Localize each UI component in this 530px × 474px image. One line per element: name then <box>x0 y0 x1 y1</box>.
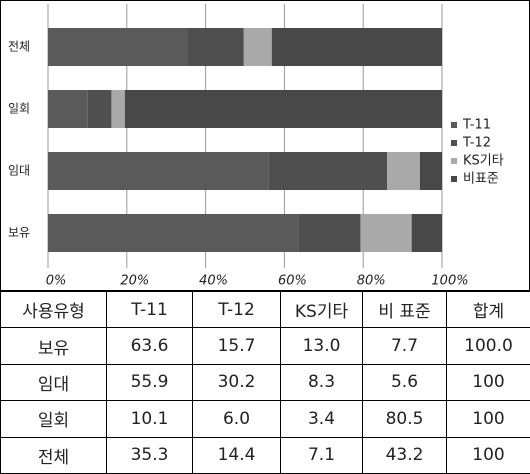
table-cell: 80.5 <box>362 400 447 438</box>
y-tick-label: 임대 <box>8 164 30 178</box>
table-cell: 100 <box>446 436 530 474</box>
table-cell: 13.0 <box>280 327 363 365</box>
table-cell: 7.7 <box>362 327 447 365</box>
table-cell: 10.1 <box>106 400 193 438</box>
y-tick-label: 전체 <box>8 40 30 54</box>
table-cell: 35.3 <box>106 436 193 474</box>
data-table: 사용유형 T-11 T-12 KS기타 비 표준 합계 보유 63.6 15.7 13.0 7.7 1… <box>0 290 530 474</box>
y-tick-label: 일회 <box>8 102 30 116</box>
table-cell: 100 <box>446 363 530 402</box>
table-cell: 일회 <box>0 400 107 438</box>
table-cell: 비 표준 <box>362 290 447 329</box>
bar-segment <box>387 152 420 190</box>
table-cell: 15.7 <box>192 327 281 365</box>
table-cell: 3.4 <box>280 400 363 438</box>
bar-segment <box>271 28 442 66</box>
table-cell: 100.0 <box>446 327 530 365</box>
table-cell: 7.1 <box>280 436 363 474</box>
table-cell: T-12 <box>192 290 281 329</box>
legend-label: T-11 <box>462 118 491 133</box>
bar-segment <box>48 152 269 190</box>
bar-segment <box>268 152 388 190</box>
x-tick-label: 80% <box>357 274 386 289</box>
x-tick-label: 40% <box>199 274 228 289</box>
bar-segment <box>243 28 272 66</box>
legend-swatch <box>451 158 457 164</box>
table-row: 임대 55.9 30.2 8.3 5.6 100 <box>0 363 530 402</box>
table-cell: 사용유형 <box>0 290 107 329</box>
table-cell: 14.4 <box>192 436 281 474</box>
x-tick-label: 100% <box>431 274 468 289</box>
bar-segment <box>124 90 442 128</box>
table-cell: 30.2 <box>192 363 281 402</box>
bar-segment <box>48 214 299 252</box>
table-row: 일회 10.1 6.0 3.4 80.5 100 <box>0 400 530 438</box>
table-cell: 합계 <box>446 290 530 329</box>
table-cell: 8.3 <box>280 363 363 402</box>
bar-segment <box>111 90 125 128</box>
table-cell: KS기타 <box>280 290 363 329</box>
legend-label: T-12 <box>462 136 491 151</box>
bar-segment <box>298 214 361 252</box>
table-row: 사용유형 T-11 T-12 KS기타 비 표준 합계 <box>0 290 530 329</box>
table-row: 보유 63.6 15.7 13.0 7.7 100.0 <box>0 327 530 365</box>
bar-segment <box>48 90 88 128</box>
bar-segment <box>87 90 112 128</box>
table-cell: 55.9 <box>106 363 193 402</box>
legend-label: 비표준 <box>463 172 499 187</box>
legend-swatch <box>451 176 457 182</box>
table-cell: 보유 <box>0 327 107 365</box>
table-cell: 전체 <box>0 436 107 474</box>
bar-segment <box>419 152 442 190</box>
x-tick-label: 0% <box>46 274 67 289</box>
bar-segment <box>360 214 412 252</box>
bar-segment <box>187 28 244 66</box>
x-tick-label: 60% <box>278 274 307 289</box>
table-cell: T-11 <box>106 290 193 329</box>
table-cell: 5.6 <box>362 363 447 402</box>
y-tick-label: 보유 <box>8 226 30 240</box>
legend-swatch <box>451 140 457 146</box>
table-cell: 6.0 <box>192 400 281 438</box>
table-cell: 63.6 <box>106 327 193 365</box>
table-cell: 100 <box>446 400 530 438</box>
table-cell: 임대 <box>0 363 107 402</box>
table-cell: 43.2 <box>362 436 447 474</box>
bar-segment <box>411 214 442 252</box>
x-tick-label: 20% <box>120 274 149 289</box>
table-row: 전체 35.3 14.4 7.1 43.2 100 <box>0 436 530 474</box>
legend-swatch <box>451 122 457 128</box>
legend-label: KS기타 <box>463 154 504 169</box>
bar-segment <box>48 28 188 66</box>
